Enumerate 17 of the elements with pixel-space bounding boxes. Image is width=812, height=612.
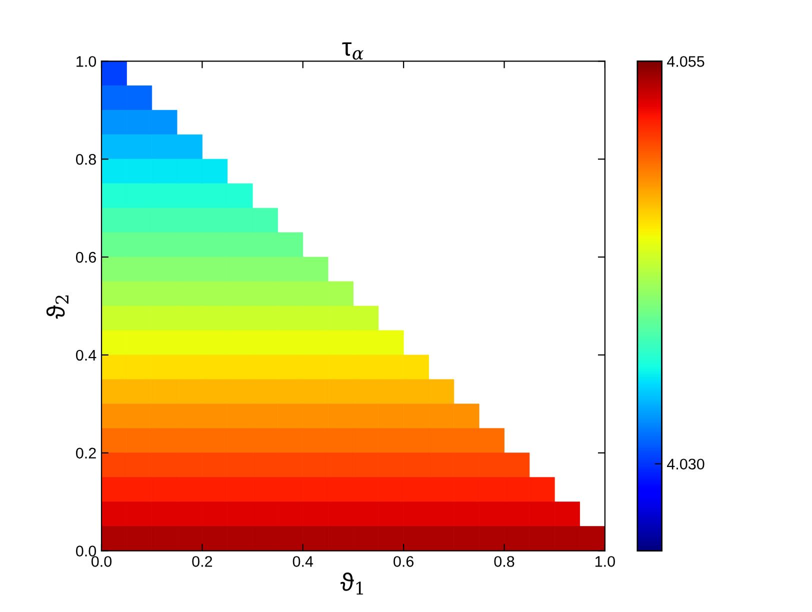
y-tick-label: 0.2 (76, 448, 96, 459)
x-tick-label: 0.6 (394, 556, 414, 567)
y-tick-label: 0.0 (76, 546, 96, 556)
y-tick-label: 0.6 (76, 252, 96, 263)
x-tick-label: 0.2 (192, 556, 212, 567)
y-tick-label: 0.8 (76, 154, 96, 165)
chart-title: τ$_{α}$ (342, 42, 364, 60)
x-tick-label: 0.8 (494, 556, 514, 567)
x-tick-label: 0.0 (91, 556, 112, 567)
x-tick-label: 0.4 (292, 556, 314, 567)
y-tick-label: 1.0 (76, 56, 96, 67)
x-axis-title: ϑ$_{1}$ (340, 572, 363, 595)
color-bar-label: 4.055 (666, 56, 704, 67)
color-bar-label: 4.030 (666, 458, 704, 470)
y-tick-label: 0.4 (76, 350, 96, 361)
x-tick-label: 1.0 (595, 556, 615, 567)
y-axis-title: ϑ$_{2}$ (46, 296, 68, 319)
